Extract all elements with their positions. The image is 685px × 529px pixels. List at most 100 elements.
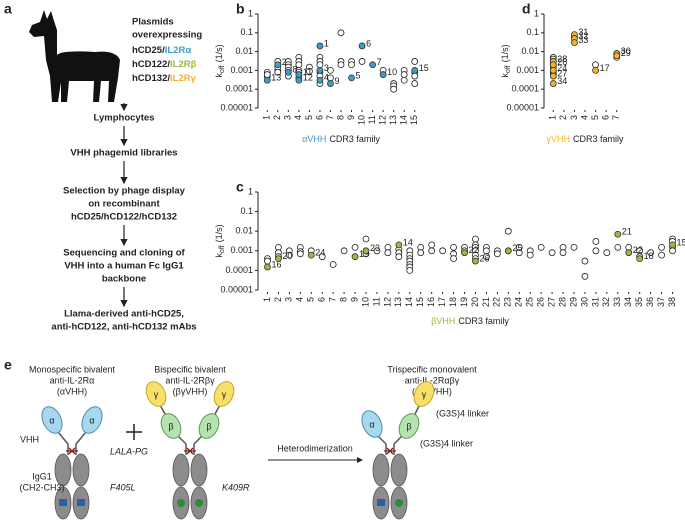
- data-point: [400, 71, 408, 78]
- receptor-name: hCD122/: [132, 59, 170, 70]
- x-tick-label: 14: [399, 115, 409, 125]
- y-label-part: (1/s): [214, 44, 224, 62]
- domain-label: α: [49, 415, 54, 425]
- point-label: 11: [303, 67, 312, 77]
- x-tick-label: 7: [328, 297, 338, 302]
- step-text: Selection by phage display: [63, 186, 186, 197]
- format-label: Trispecific monovalent: [387, 364, 477, 374]
- data-point: [592, 238, 600, 245]
- x-tick-label: 15: [415, 297, 425, 307]
- data-point: [296, 250, 304, 258]
- x-tick-label: 21: [481, 297, 491, 307]
- y-label-part: k: [214, 253, 224, 258]
- x-tick-label: 3: [284, 297, 294, 302]
- panel-letter: b: [236, 1, 245, 17]
- point-label: 17: [600, 63, 610, 73]
- x-tick-label: 11: [367, 115, 377, 124]
- data-point: [379, 71, 387, 78]
- point-label: 13: [271, 73, 281, 83]
- point-label: 28: [557, 54, 567, 64]
- y-tick-label: 0.01: [521, 46, 539, 56]
- x-tick-label: 27: [546, 297, 556, 307]
- step-text: hCD25/hCD122/hCD132: [71, 212, 177, 223]
- data-point: [417, 249, 425, 257]
- x-tick-label: 7: [611, 115, 621, 120]
- data-point: [327, 80, 334, 87]
- point-label: 10: [387, 67, 397, 77]
- receptor-text: hCD122/IL2Rβ: [132, 59, 197, 70]
- panel-a: a Plasmids overexpressing hCD25/IL2RαhCD…: [4, 1, 202, 333]
- panel-letter: e: [4, 357, 12, 373]
- panel-letter: c: [236, 179, 244, 195]
- x-tick-label: 1: [262, 297, 272, 302]
- x-tick-label: 2: [558, 115, 568, 120]
- step-text: VHH phagemid libraries: [70, 148, 177, 159]
- point-label: 24: [557, 63, 567, 73]
- point-label: 7: [377, 57, 382, 67]
- data-point: [395, 241, 403, 249]
- x-tick-label: 18: [448, 297, 458, 307]
- x-tick-label: 4: [295, 297, 305, 302]
- x-tick-label: 25: [525, 297, 535, 307]
- antibody-bi: β β γ γ: [145, 381, 235, 520]
- x-tick-label: 37: [656, 297, 666, 307]
- point-label: 26: [557, 57, 567, 67]
- x-label-prefix: βVHH: [431, 316, 455, 326]
- format-label: (αVHH): [57, 386, 87, 396]
- x-tick-label: 10: [356, 115, 366, 125]
- y-tick-label: 0.01: [235, 226, 253, 236]
- x-tick-label: 2: [272, 115, 282, 120]
- x-axis-label: βVHH CDR3 family: [431, 316, 509, 326]
- igg-label: IgG1: [32, 471, 52, 481]
- panel-letter: d: [522, 1, 531, 17]
- x-axis-label: γVHH CDR3 family: [546, 134, 624, 144]
- data-point: [428, 241, 436, 249]
- data-point: [285, 251, 293, 259]
- point-label: 3: [324, 63, 329, 73]
- format-label: Bispecific bivalent: [154, 364, 226, 374]
- x-tick-label: 22: [492, 297, 502, 307]
- point-label: 8: [292, 65, 297, 75]
- step-text: anti-hCD122, anti-hCD132 mAbs: [51, 322, 196, 333]
- data-point: [337, 61, 345, 69]
- point-label: 21: [622, 227, 632, 237]
- point-label: 26: [479, 253, 489, 263]
- domain-label: γ: [154, 389, 159, 399]
- y-label-sub: off: [219, 245, 226, 253]
- llama-icon: [29, 10, 120, 102]
- data-point: [295, 71, 303, 78]
- y-tick-label: 0.01: [235, 46, 253, 56]
- point-label: 5: [356, 70, 361, 80]
- x-tick-label: 13: [393, 297, 403, 307]
- data-point: [373, 247, 381, 255]
- format-label: (βγVHH): [173, 386, 208, 396]
- x-tick-label: 6: [317, 297, 327, 302]
- x-tick-label: 26: [536, 297, 546, 307]
- point-label: 27: [557, 68, 567, 78]
- data-point: [264, 257, 271, 265]
- format-label: anti-IL-2Rα: [50, 375, 95, 385]
- step-text: backbone: [102, 274, 146, 285]
- arrow-label: Heterodimerization: [277, 443, 353, 453]
- y-tick-label: 1: [534, 8, 539, 18]
- format-label: anti-IL-2Rβγ: [165, 375, 215, 385]
- point-label: 4: [324, 73, 329, 83]
- data-point: [658, 243, 665, 251]
- data-point: [669, 247, 676, 255]
- data-point: [316, 61, 324, 69]
- point-label: 22: [469, 245, 479, 255]
- point-label: 24: [315, 248, 325, 258]
- data-point: [340, 247, 348, 255]
- data-point: [613, 52, 621, 60]
- y-tick-label: 0.0001: [511, 84, 539, 94]
- x-tick-label: 36: [645, 297, 655, 307]
- data-point: [316, 67, 324, 74]
- data-point: [329, 261, 337, 268]
- domain-label: β: [206, 421, 211, 431]
- x-tick-label: 1: [262, 115, 272, 120]
- data-point: [549, 61, 557, 69]
- data-point: [581, 257, 589, 265]
- y-label-part: (1/s): [214, 224, 224, 242]
- mutation-label: F405L: [110, 482, 136, 492]
